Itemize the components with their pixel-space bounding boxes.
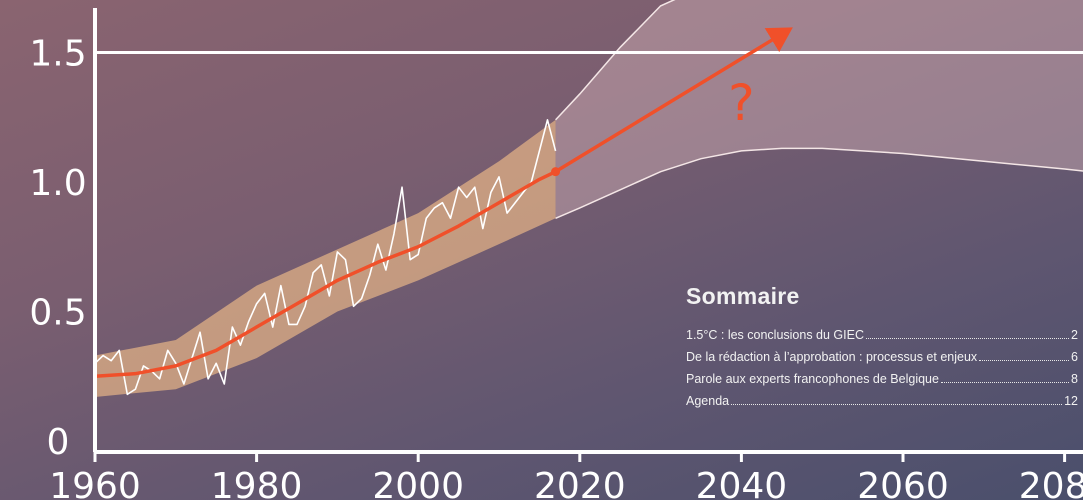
toc-leader-dots [866,338,1070,339]
projection-arrow [554,27,793,174]
sommaire-title: Sommaire [686,283,800,309]
observed-series-layer [94,119,557,396]
toc-leader-dots [979,360,1070,361]
toc-item[interactable]: 1.5°C : les conclusions du GIEC 2 [686,324,1078,346]
x-tick-label: 2040 [696,466,788,500]
toc-item-title: Agenda [686,394,730,408]
toc-item-page: 8 [1071,372,1078,386]
x-tick-label: 2060 [857,466,949,500]
observed-uncertainty-band [95,119,556,397]
sommaire-panel: Sommaire 1.5°C : les conclusions du GIEC… [686,283,1078,412]
x-tick-label: 1960 [49,466,141,500]
x-tick-label: 2000 [372,466,464,500]
projection-upper-bound [555,0,676,121]
y-tick-label: 0.5 [29,293,86,334]
toc-item[interactable]: Agenda 12 [686,390,1078,412]
toc-item-page: 12 [1064,394,1078,408]
toc-item[interactable]: Parole aux experts francophones de Belgi… [686,368,1078,390]
toc-item-page: 6 [1071,350,1078,364]
toc-item-title: Parole aux experts francophones de Belgi… [686,372,939,386]
smoothed-trend-line [93,169,558,378]
projection-lower-bound [555,147,1083,219]
y-tick-label: 1.0 [29,163,86,204]
question-mark-annotation: ? [728,74,755,132]
annotation-layer: ? [728,74,755,132]
observed-temperature-line [94,119,557,396]
y-tick-label: 0 [47,422,70,463]
x-tick-label: 2020 [534,466,626,500]
trend-layer [93,27,793,378]
projection-layer [555,0,1083,219]
toc-item[interactable]: De la rédaction à l’approbation : proces… [686,346,1078,368]
observed-band-layer [95,119,556,397]
toc-leader-dots [940,382,1070,383]
toc-item-title: De la rédaction à l’approbation : proces… [686,350,978,364]
y-tick-label: 1.5 [29,34,86,75]
projection-range-band [555,0,1083,219]
toc-item-page: 2 [1071,328,1078,342]
x-tick-label: 1980 [211,466,303,500]
toc-item-title: 1.5°C : les conclusions du GIEC [686,328,864,342]
toc-leader-dots [731,404,1063,405]
